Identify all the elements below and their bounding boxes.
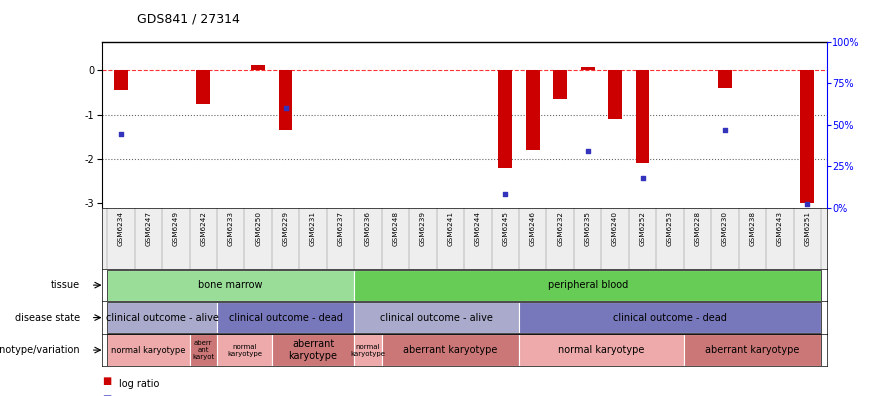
Point [499, 191, 513, 197]
Bar [217, 302, 354, 333]
Text: GSM6238: GSM6238 [750, 211, 756, 246]
Bar [519, 302, 821, 333]
Text: GSM6233: GSM6233 [228, 211, 233, 246]
Bar [354, 302, 519, 333]
Text: GSM6250: GSM6250 [255, 211, 261, 246]
Bar [354, 270, 821, 301]
Point [114, 131, 128, 138]
Text: GSM6244: GSM6244 [475, 211, 481, 246]
Text: GSM6236: GSM6236 [365, 211, 371, 246]
Bar [608, 70, 622, 119]
Text: GSM6246: GSM6246 [530, 211, 536, 246]
Bar [272, 335, 354, 366]
Bar [107, 302, 217, 333]
Text: GSM6249: GSM6249 [172, 211, 179, 246]
Text: normal karyotype: normal karyotype [558, 345, 644, 355]
Text: aberr
ant
karyot: aberr ant karyot [192, 340, 215, 360]
Text: normal
karyotype: normal karyotype [350, 344, 385, 356]
Bar [683, 335, 821, 366]
Point [581, 148, 595, 154]
Text: clinical outcome - dead: clinical outcome - dead [229, 312, 343, 323]
Text: GSM6248: GSM6248 [392, 211, 399, 246]
Text: GSM6247: GSM6247 [145, 211, 151, 246]
Text: ■: ■ [102, 394, 110, 396]
Text: bone marrow: bone marrow [199, 280, 263, 290]
Bar [107, 270, 354, 301]
Point [800, 201, 814, 208]
Text: aberrant
karyotype: aberrant karyotype [288, 339, 338, 361]
Text: GSM6229: GSM6229 [283, 211, 288, 246]
Bar [519, 335, 683, 366]
Text: GSM6245: GSM6245 [502, 211, 508, 246]
Text: GSM6234: GSM6234 [118, 211, 124, 246]
Text: peripheral blood: peripheral blood [547, 280, 628, 290]
Text: clinical outcome - dead: clinical outcome - dead [613, 312, 727, 323]
Bar [354, 335, 382, 366]
Text: GSM6241: GSM6241 [447, 211, 453, 246]
Text: genotype/variation: genotype/variation [0, 345, 80, 355]
Bar [718, 70, 732, 88]
Bar [196, 70, 210, 103]
Text: GSM6251: GSM6251 [804, 211, 811, 246]
Bar [800, 70, 814, 203]
Text: GSM6252: GSM6252 [640, 211, 645, 246]
Text: normal
karyotype: normal karyotype [227, 344, 262, 356]
Text: GSM6240: GSM6240 [612, 211, 618, 246]
Bar [107, 335, 189, 366]
Text: GSM6228: GSM6228 [695, 211, 700, 246]
Text: ■: ■ [102, 376, 110, 386]
Point [636, 175, 650, 181]
Text: GSM6232: GSM6232 [557, 211, 563, 246]
Bar [217, 335, 272, 366]
Text: GSM6235: GSM6235 [584, 211, 591, 246]
Bar [189, 335, 217, 366]
Bar [382, 335, 519, 366]
Text: clinical outcome - alive: clinical outcome - alive [380, 312, 493, 323]
Text: disease state: disease state [14, 312, 80, 323]
Text: GSM6239: GSM6239 [420, 211, 426, 246]
Text: GSM6242: GSM6242 [201, 211, 206, 246]
Bar [251, 65, 265, 70]
Text: GDS841 / 27314: GDS841 / 27314 [137, 13, 240, 26]
Bar [526, 70, 539, 150]
Text: log ratio: log ratio [119, 379, 160, 389]
Bar [499, 70, 512, 168]
Text: aberrant karyotype: aberrant karyotype [403, 345, 498, 355]
Text: clinical outcome - alive: clinical outcome - alive [105, 312, 218, 323]
Text: aberrant karyotype: aberrant karyotype [705, 345, 800, 355]
Bar [553, 70, 567, 99]
Text: GSM6253: GSM6253 [667, 211, 673, 246]
Text: tissue: tissue [50, 280, 80, 290]
Point [278, 105, 293, 111]
Text: GSM6231: GSM6231 [310, 211, 316, 246]
Bar [581, 67, 595, 70]
Bar [636, 70, 650, 163]
Bar [114, 70, 128, 90]
Text: GSM6230: GSM6230 [722, 211, 728, 246]
Text: GSM6237: GSM6237 [338, 211, 344, 246]
Text: GSM6243: GSM6243 [777, 211, 783, 246]
Text: normal karyotype: normal karyotype [111, 346, 186, 354]
Point [718, 126, 732, 133]
Bar [278, 70, 293, 130]
